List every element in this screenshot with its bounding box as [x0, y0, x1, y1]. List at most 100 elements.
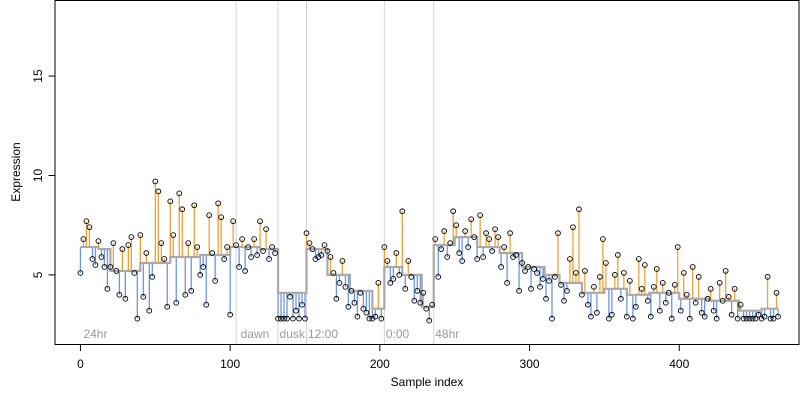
data-point [504, 280, 510, 286]
data-point [653, 266, 660, 272]
data-point [77, 270, 84, 276]
data-point [635, 256, 642, 262]
data-point [770, 315, 777, 322]
data-point [414, 287, 421, 294]
data-point [558, 281, 564, 288]
data-point [453, 222, 460, 229]
data-points [77, 178, 781, 324]
data-point [366, 315, 373, 322]
period-label: 24hr [83, 327, 107, 341]
data-point [342, 283, 349, 290]
data-point [582, 268, 588, 274]
data-point [209, 250, 216, 256]
data-point [456, 250, 463, 256]
period-label: 48hr [435, 327, 459, 341]
data-point [444, 254, 451, 260]
data-point [375, 280, 382, 286]
data-point [471, 234, 478, 240]
data-point [197, 272, 204, 278]
data-point [336, 280, 343, 286]
data-point [242, 268, 248, 274]
data-point [233, 242, 239, 248]
period-dividers [235, 0, 435, 345]
data-point [321, 242, 328, 248]
data-point [749, 315, 756, 322]
data-point [339, 258, 346, 264]
data-point [170, 232, 177, 238]
data-point [474, 256, 480, 262]
data-point [140, 293, 147, 300]
data-point [737, 301, 744, 308]
data-point [405, 258, 412, 264]
data-point [396, 272, 403, 278]
data-point [345, 303, 352, 310]
data-point [167, 198, 174, 205]
data-point [686, 315, 693, 322]
x-tick-label: 300 [520, 357, 540, 371]
data-point [426, 317, 433, 324]
x-tick-label: 0 [77, 357, 84, 371]
data-point [618, 295, 624, 302]
data-point [567, 256, 573, 262]
data-point [98, 254, 105, 260]
data-point [266, 256, 272, 262]
data-point [441, 228, 448, 235]
residual-segments [79, 181, 779, 321]
data-point [707, 285, 714, 292]
data-point [89, 256, 96, 262]
data-point [303, 230, 310, 236]
data-point [221, 256, 228, 262]
data-point [128, 234, 135, 240]
data-point [137, 232, 144, 238]
data-point [668, 315, 675, 322]
data-point [384, 258, 391, 264]
data-point [230, 218, 236, 225]
data-point [606, 315, 612, 322]
y-tick-label: 10 [31, 168, 45, 182]
data-point [662, 299, 669, 306]
data-point [357, 289, 364, 296]
data-point [245, 244, 251, 250]
x-axis: 0 100 200 300 400 [77, 344, 690, 371]
data-point [95, 238, 102, 244]
data-point [179, 206, 186, 213]
data-point [677, 307, 684, 314]
data-point [764, 274, 771, 280]
data-point [399, 208, 406, 215]
data-point [746, 315, 753, 322]
data-point [215, 200, 222, 207]
data-point [647, 313, 654, 320]
data-point [200, 264, 207, 270]
data-point [552, 274, 558, 280]
data-point [644, 297, 651, 304]
data-point [585, 301, 591, 308]
data-point [116, 291, 123, 298]
data-point [287, 293, 293, 300]
data-point [83, 218, 90, 225]
data-point [489, 248, 495, 254]
data-point [224, 244, 231, 250]
data-point [564, 287, 570, 294]
data-point [740, 315, 747, 322]
data-point [293, 307, 299, 314]
data-point [125, 242, 132, 248]
data-point [351, 299, 358, 306]
data-point [429, 301, 436, 308]
data-point [438, 246, 445, 252]
period-label: dawn [241, 327, 270, 341]
data-point [501, 244, 507, 250]
data-point [360, 305, 367, 312]
data-point [716, 280, 723, 286]
data-point [713, 315, 720, 322]
data-point [752, 315, 759, 322]
data-point [650, 283, 657, 290]
data-point [236, 264, 242, 270]
data-point [333, 295, 340, 302]
data-point [131, 270, 138, 276]
data-point [188, 287, 195, 294]
y-axis: 5 10 15 [31, 69, 56, 278]
data-point [561, 297, 567, 304]
data-point [629, 315, 636, 322]
x-tick-label: 100 [220, 357, 240, 371]
data-point [411, 297, 418, 304]
